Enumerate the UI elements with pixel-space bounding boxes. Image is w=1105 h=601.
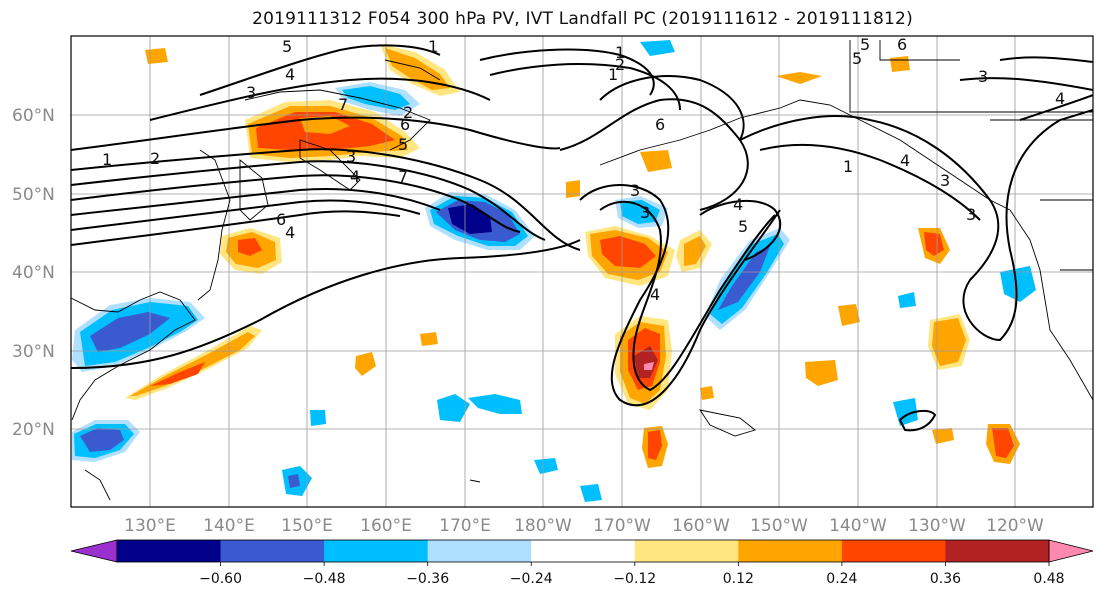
colorbar-extend-high bbox=[1048, 539, 1094, 563]
colorbar-tick-label: 0.36 bbox=[930, 571, 961, 587]
colorbar-swatch bbox=[738, 540, 843, 562]
colorbar-tick-label: −0.60 bbox=[199, 571, 242, 587]
colorbar-swatch bbox=[841, 540, 946, 562]
longitude-labels: 130°E 140°E 150°E 160°E 170°E 180°W 170°… bbox=[124, 516, 1044, 536]
lon-label: 160°W bbox=[672, 516, 730, 536]
grid-lines bbox=[71, 36, 1093, 507]
contour-labels: 5 4 3 1 2 1 2 1 6 7 6 5 3 4 1 2 7 6 4 5 … bbox=[102, 35, 1065, 304]
colorbar-swatch bbox=[220, 540, 325, 562]
contour-label: 5 bbox=[282, 37, 292, 56]
lon-label: 130°E bbox=[124, 516, 176, 536]
colorbar: −0.60 −0.48 −0.36 −0.24 −0.12 0.12 0.24 0.36 0.4… bbox=[70, 539, 1094, 587]
contour-label: 6 bbox=[655, 115, 665, 134]
colorbar-tick-label: 0.48 bbox=[1033, 571, 1064, 587]
contour-label: 6 bbox=[897, 35, 907, 54]
map-title: 2019111312 F054 300 hPa PV, IVT Landfall… bbox=[252, 9, 913, 29]
colorbar-tick-label: 0.12 bbox=[723, 571, 754, 587]
colorbar-tick-label: −0.24 bbox=[510, 571, 553, 587]
contour-label: 3 bbox=[346, 147, 356, 166]
colorbar-tick-label: −0.36 bbox=[406, 571, 449, 587]
lon-label: 170°E bbox=[439, 516, 491, 536]
contour-label: 2 bbox=[615, 55, 625, 74]
contour-label: 4 bbox=[1055, 89, 1065, 108]
lon-label: 170°W bbox=[593, 516, 651, 536]
contour-label: 4 bbox=[350, 167, 360, 186]
contour-label: 1 bbox=[428, 37, 438, 56]
contour-label: 1 bbox=[608, 65, 618, 84]
lon-label: 130°W bbox=[908, 516, 966, 536]
contour-label: 7 bbox=[398, 167, 408, 186]
colorbar-swatch bbox=[531, 540, 636, 562]
colorbar-tick-label: 0.24 bbox=[826, 571, 857, 587]
lon-label: 120°W bbox=[986, 516, 1044, 536]
lat-label-40n: 40°N bbox=[12, 263, 55, 283]
contour-label: 2 bbox=[403, 103, 413, 122]
contour-label: 3 bbox=[940, 171, 950, 190]
colorbar-tick-label: −0.12 bbox=[613, 571, 656, 587]
contour-label: 4 bbox=[900, 151, 910, 170]
pv-contours bbox=[71, 44, 1093, 432]
map-area: 5 4 3 1 2 1 2 1 6 7 6 5 3 4 1 2 7 6 4 5 … bbox=[71, 35, 1093, 507]
colorbar-swatch bbox=[117, 540, 222, 562]
colorbar-swatch bbox=[945, 540, 1050, 562]
lon-label: 140°E bbox=[203, 516, 255, 536]
contour-label: 1 bbox=[102, 150, 112, 169]
contour-label: 5 bbox=[852, 49, 862, 68]
lat-label-50n: 50°N bbox=[12, 185, 55, 205]
contour-label: 5 bbox=[860, 35, 870, 54]
lon-label: 180°W bbox=[514, 516, 572, 536]
lon-label: 160°E bbox=[360, 516, 412, 536]
lat-label-20n: 20°N bbox=[12, 420, 55, 440]
colorbar-swatch bbox=[324, 540, 429, 562]
lon-label: 140°W bbox=[829, 516, 887, 536]
contour-label: 3 bbox=[246, 83, 256, 102]
contour-label: 4 bbox=[650, 285, 660, 304]
contour-label: 2 bbox=[150, 149, 160, 168]
contour-label: 3 bbox=[966, 205, 976, 224]
contour-label: 4 bbox=[285, 65, 295, 84]
contour-label: 6 bbox=[400, 115, 410, 134]
lon-label: 150°W bbox=[750, 516, 808, 536]
contour-label: 7 bbox=[338, 95, 348, 114]
coastlines bbox=[71, 40, 1093, 501]
contour-label: 1 bbox=[615, 43, 625, 62]
contour-label: 6 bbox=[276, 210, 286, 229]
map-frame bbox=[70, 35, 1094, 508]
contour-label: 3 bbox=[978, 67, 988, 86]
contour-label: 5 bbox=[398, 135, 408, 154]
contour-label: 4 bbox=[285, 223, 295, 242]
colorbar-frame bbox=[116, 539, 1050, 563]
contour-label: 5 bbox=[738, 217, 748, 236]
lat-label-60n: 60°N bbox=[12, 106, 55, 126]
contour-label: 3 bbox=[640, 203, 650, 222]
colorbar-swatch bbox=[427, 540, 532, 562]
contour-label: 4 bbox=[733, 195, 743, 214]
contour-label: 3 bbox=[630, 181, 640, 200]
colorbar-swatch bbox=[634, 540, 739, 562]
latitude-labels: 60°N 50°N 40°N 30°N 20°N bbox=[12, 106, 55, 440]
contour-label: 1 bbox=[843, 157, 853, 176]
colorbar-extend-low bbox=[70, 539, 118, 563]
colorbar-tick-label: −0.48 bbox=[303, 571, 346, 587]
lon-label: 150°E bbox=[281, 516, 333, 536]
lat-label-30n: 30°N bbox=[12, 342, 55, 362]
